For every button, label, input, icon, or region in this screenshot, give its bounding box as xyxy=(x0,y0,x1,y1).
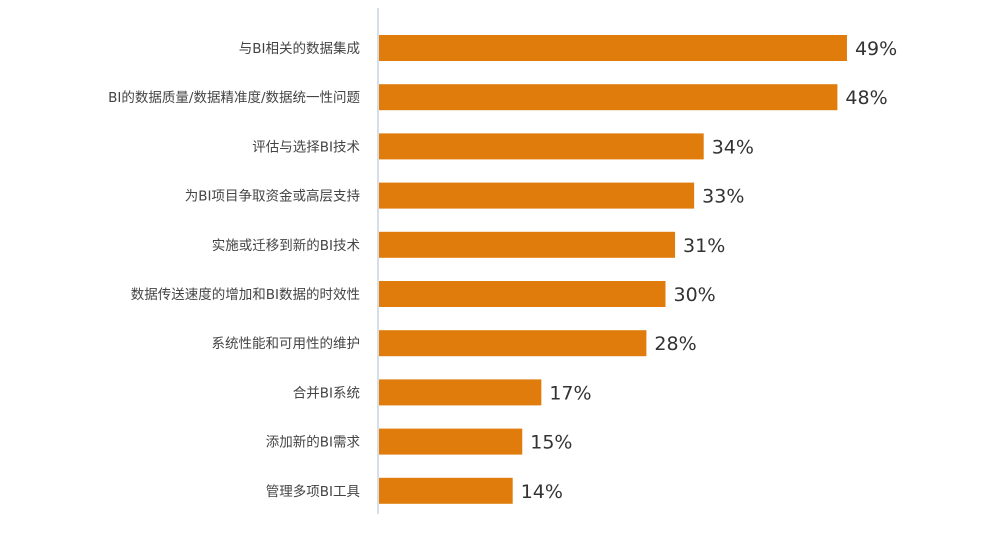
category-label: BI的数据质量/数据精准度/数据统一性问题 xyxy=(108,90,360,106)
bar-7 xyxy=(379,379,542,406)
bar-1 xyxy=(379,84,838,111)
bar-9 xyxy=(379,477,513,504)
category-label: 为BI项目争取资金或高层支持 xyxy=(185,188,360,205)
category-label: 系统性能和可用性的维护 xyxy=(212,336,361,352)
category-label: 与BI相关的数据集成 xyxy=(239,41,360,57)
category-label: 实施或迁移到新的BI技术 xyxy=(212,238,360,254)
value-label: 15% xyxy=(530,432,572,454)
bar-6 xyxy=(379,330,647,357)
bar-8 xyxy=(379,428,523,455)
value-label: 28% xyxy=(654,333,696,355)
value-label: 34% xyxy=(712,136,754,158)
value-label: 17% xyxy=(549,382,591,404)
bar-5 xyxy=(379,281,666,307)
bar-4 xyxy=(379,231,676,258)
category-label: 添加新的BI需求 xyxy=(266,435,361,451)
category-label: 评估与选择BI技术 xyxy=(252,139,360,155)
value-label: 49% xyxy=(855,38,897,60)
value-label: 30% xyxy=(674,284,716,306)
value-label: 31% xyxy=(683,235,725,257)
bar-2 xyxy=(379,133,704,160)
bar-0 xyxy=(379,35,847,61)
category-label: 管理多项BI工具 xyxy=(266,483,360,500)
category-label: 合并BI系统 xyxy=(293,385,360,401)
category-label: 数据传送速度的增加和BI数据的时效性 xyxy=(131,287,360,303)
value-label: 33% xyxy=(702,186,744,208)
value-label: 48% xyxy=(845,87,887,109)
value-label: 14% xyxy=(521,481,563,503)
bar-3 xyxy=(379,182,695,209)
